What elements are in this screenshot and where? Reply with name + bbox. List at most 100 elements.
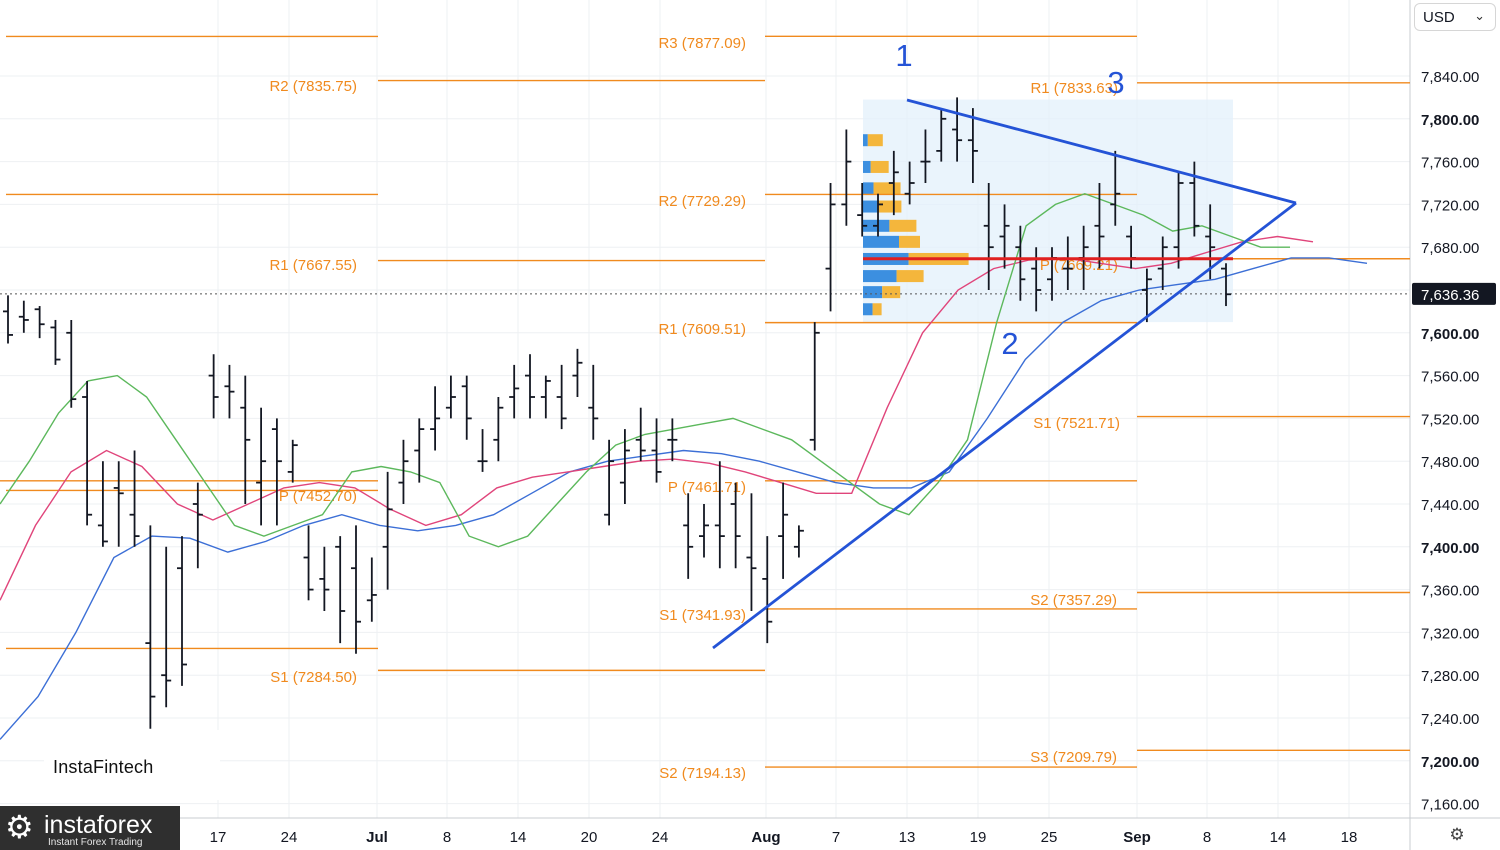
ohlc-bar bbox=[1094, 183, 1105, 269]
x-tick-label: 25 bbox=[1041, 829, 1058, 846]
currency-select[interactable]: USD ⌄ bbox=[1414, 3, 1496, 31]
ohlc-bar bbox=[983, 183, 994, 290]
ohlc-bar bbox=[224, 364, 235, 419]
instafintech-watermark: InstaFintech bbox=[44, 730, 220, 800]
logo-tagline: Instant Forex Trading bbox=[48, 837, 143, 848]
x-tick-label: 13 bbox=[899, 829, 916, 846]
ohlc-bar bbox=[351, 525, 361, 654]
volume-profile-bar bbox=[863, 200, 878, 213]
ema-fast-line bbox=[0, 192, 1290, 548]
x-tick-label: 14 bbox=[510, 829, 527, 846]
y-tick-label: 7,240.00 bbox=[1421, 711, 1479, 728]
pivot-label: R1 (7667.55) bbox=[269, 257, 357, 274]
triangle-lower-line[interactable] bbox=[712, 201, 1297, 650]
ohlc-bar bbox=[208, 354, 219, 419]
ohlc-bar bbox=[382, 471, 393, 590]
wave-point-label: 2 bbox=[1001, 326, 1018, 361]
pivot-label: R2 (7835.75) bbox=[269, 78, 357, 95]
x-tick-label: 24 bbox=[281, 829, 298, 846]
volume-profile-bar bbox=[867, 134, 883, 147]
x-tick-label: 14 bbox=[1270, 829, 1287, 846]
volume-profile-bar bbox=[872, 303, 882, 316]
x-tick-label: Jul bbox=[366, 829, 388, 846]
x-tick-label: 8 bbox=[443, 829, 451, 846]
ohlc-bar bbox=[1221, 263, 1231, 307]
ohlc-bar bbox=[18, 300, 29, 333]
ohlc-bar bbox=[588, 364, 599, 440]
ohlc-bar bbox=[857, 183, 868, 237]
volume-profile-area bbox=[863, 99, 1233, 323]
pivot-label: S2 (7194.13) bbox=[659, 765, 746, 782]
last-price-tag bbox=[1412, 282, 1496, 305]
x-tick-label: Sep bbox=[1123, 829, 1151, 846]
ohlc-bar bbox=[445, 375, 456, 419]
volume-profile-bar bbox=[896, 270, 924, 283]
ohlc-bar bbox=[1062, 236, 1073, 290]
volume-profile-bar bbox=[882, 286, 901, 299]
volume-profile-bar bbox=[863, 303, 873, 316]
ohlc-bar bbox=[97, 461, 108, 547]
ohlc-bar bbox=[635, 407, 646, 462]
y-tick-label: 7,160.00 bbox=[1421, 797, 1479, 814]
ohlc-bar bbox=[335, 536, 346, 644]
ohlc-bar bbox=[3, 295, 13, 344]
ohlc-bar bbox=[952, 97, 963, 162]
y-tick-label: 7,560.00 bbox=[1421, 369, 1479, 386]
pivot-label: R1 (7833.63) bbox=[1030, 80, 1118, 97]
y-tick-label: 7,480.00 bbox=[1421, 454, 1479, 471]
currency-label: USD bbox=[1423, 9, 1455, 26]
chevron-down-icon: ⌄ bbox=[1474, 8, 1485, 23]
ohlc-bar bbox=[762, 536, 773, 644]
ohlc-bar bbox=[271, 418, 282, 526]
y-tick-label: 7,680.00 bbox=[1421, 240, 1479, 257]
ohlc-bar bbox=[841, 129, 852, 226]
ohlc-bar bbox=[714, 461, 725, 569]
pivot-label: R3 (7877.09) bbox=[658, 35, 746, 52]
ohlc-bar bbox=[414, 418, 425, 483]
ohlc-bar bbox=[177, 536, 187, 686]
ohlc-bar bbox=[1110, 150, 1121, 226]
ohlc-bar bbox=[778, 482, 789, 579]
volume-profile-bar bbox=[873, 182, 901, 195]
x-tick-label: 24 bbox=[652, 829, 669, 846]
ohlc-bar bbox=[161, 546, 172, 708]
ohlc-bar bbox=[525, 354, 535, 419]
volume-profile-bar bbox=[863, 235, 899, 248]
ohlc-bar bbox=[34, 306, 45, 339]
x-tick-label: 17 bbox=[210, 829, 227, 846]
volume-profile-bar bbox=[870, 160, 889, 173]
y-tick-label: 7,800.00 bbox=[1421, 112, 1479, 129]
ohlc-bar bbox=[619, 429, 630, 504]
ohlc-bar bbox=[256, 407, 267, 526]
ohlc-bar bbox=[319, 546, 330, 611]
pivot-label: S2 (7357.29) bbox=[1030, 592, 1117, 609]
ohlc-bar bbox=[192, 482, 203, 569]
ohlc-bar bbox=[82, 380, 93, 526]
ohlc-bar bbox=[1189, 161, 1200, 237]
settings-icon[interactable]: ⚙ bbox=[1449, 825, 1465, 844]
wave-point-label: 1 bbox=[895, 38, 912, 73]
y-tick-label: 7,400.00 bbox=[1421, 540, 1479, 557]
volume-profile-bar bbox=[863, 182, 874, 195]
ohlc-bar bbox=[651, 418, 662, 483]
x-tick-label: 8 bbox=[1203, 829, 1211, 846]
pivot-label: P (7461.71) bbox=[668, 479, 746, 496]
y-tick-label: 7,840.00 bbox=[1421, 69, 1479, 86]
y-tick-label: 7,600.00 bbox=[1421, 326, 1479, 343]
y-tick-label: 7,280.00 bbox=[1421, 668, 1479, 685]
triangle-upper-line[interactable] bbox=[906, 98, 1297, 205]
ohlc-bar bbox=[113, 461, 124, 547]
pivot-label: S1 (7284.50) bbox=[270, 669, 357, 686]
pivot-label: S1 (7341.93) bbox=[659, 607, 746, 624]
ohlc-bar bbox=[667, 418, 678, 462]
pivot-label: S3 (7209.79) bbox=[1030, 749, 1117, 766]
pivot-label: S1 (7521.71) bbox=[1033, 415, 1120, 432]
y-tick-label: 7,320.00 bbox=[1421, 625, 1479, 642]
volume-profile-bar bbox=[863, 134, 868, 147]
y-tick-label: 7,720.00 bbox=[1421, 197, 1479, 214]
x-tick-label: 20 bbox=[581, 829, 598, 846]
volume-profile-bar bbox=[877, 200, 902, 213]
ohlc-bar bbox=[129, 450, 140, 547]
ohlc-bar bbox=[746, 493, 757, 611]
